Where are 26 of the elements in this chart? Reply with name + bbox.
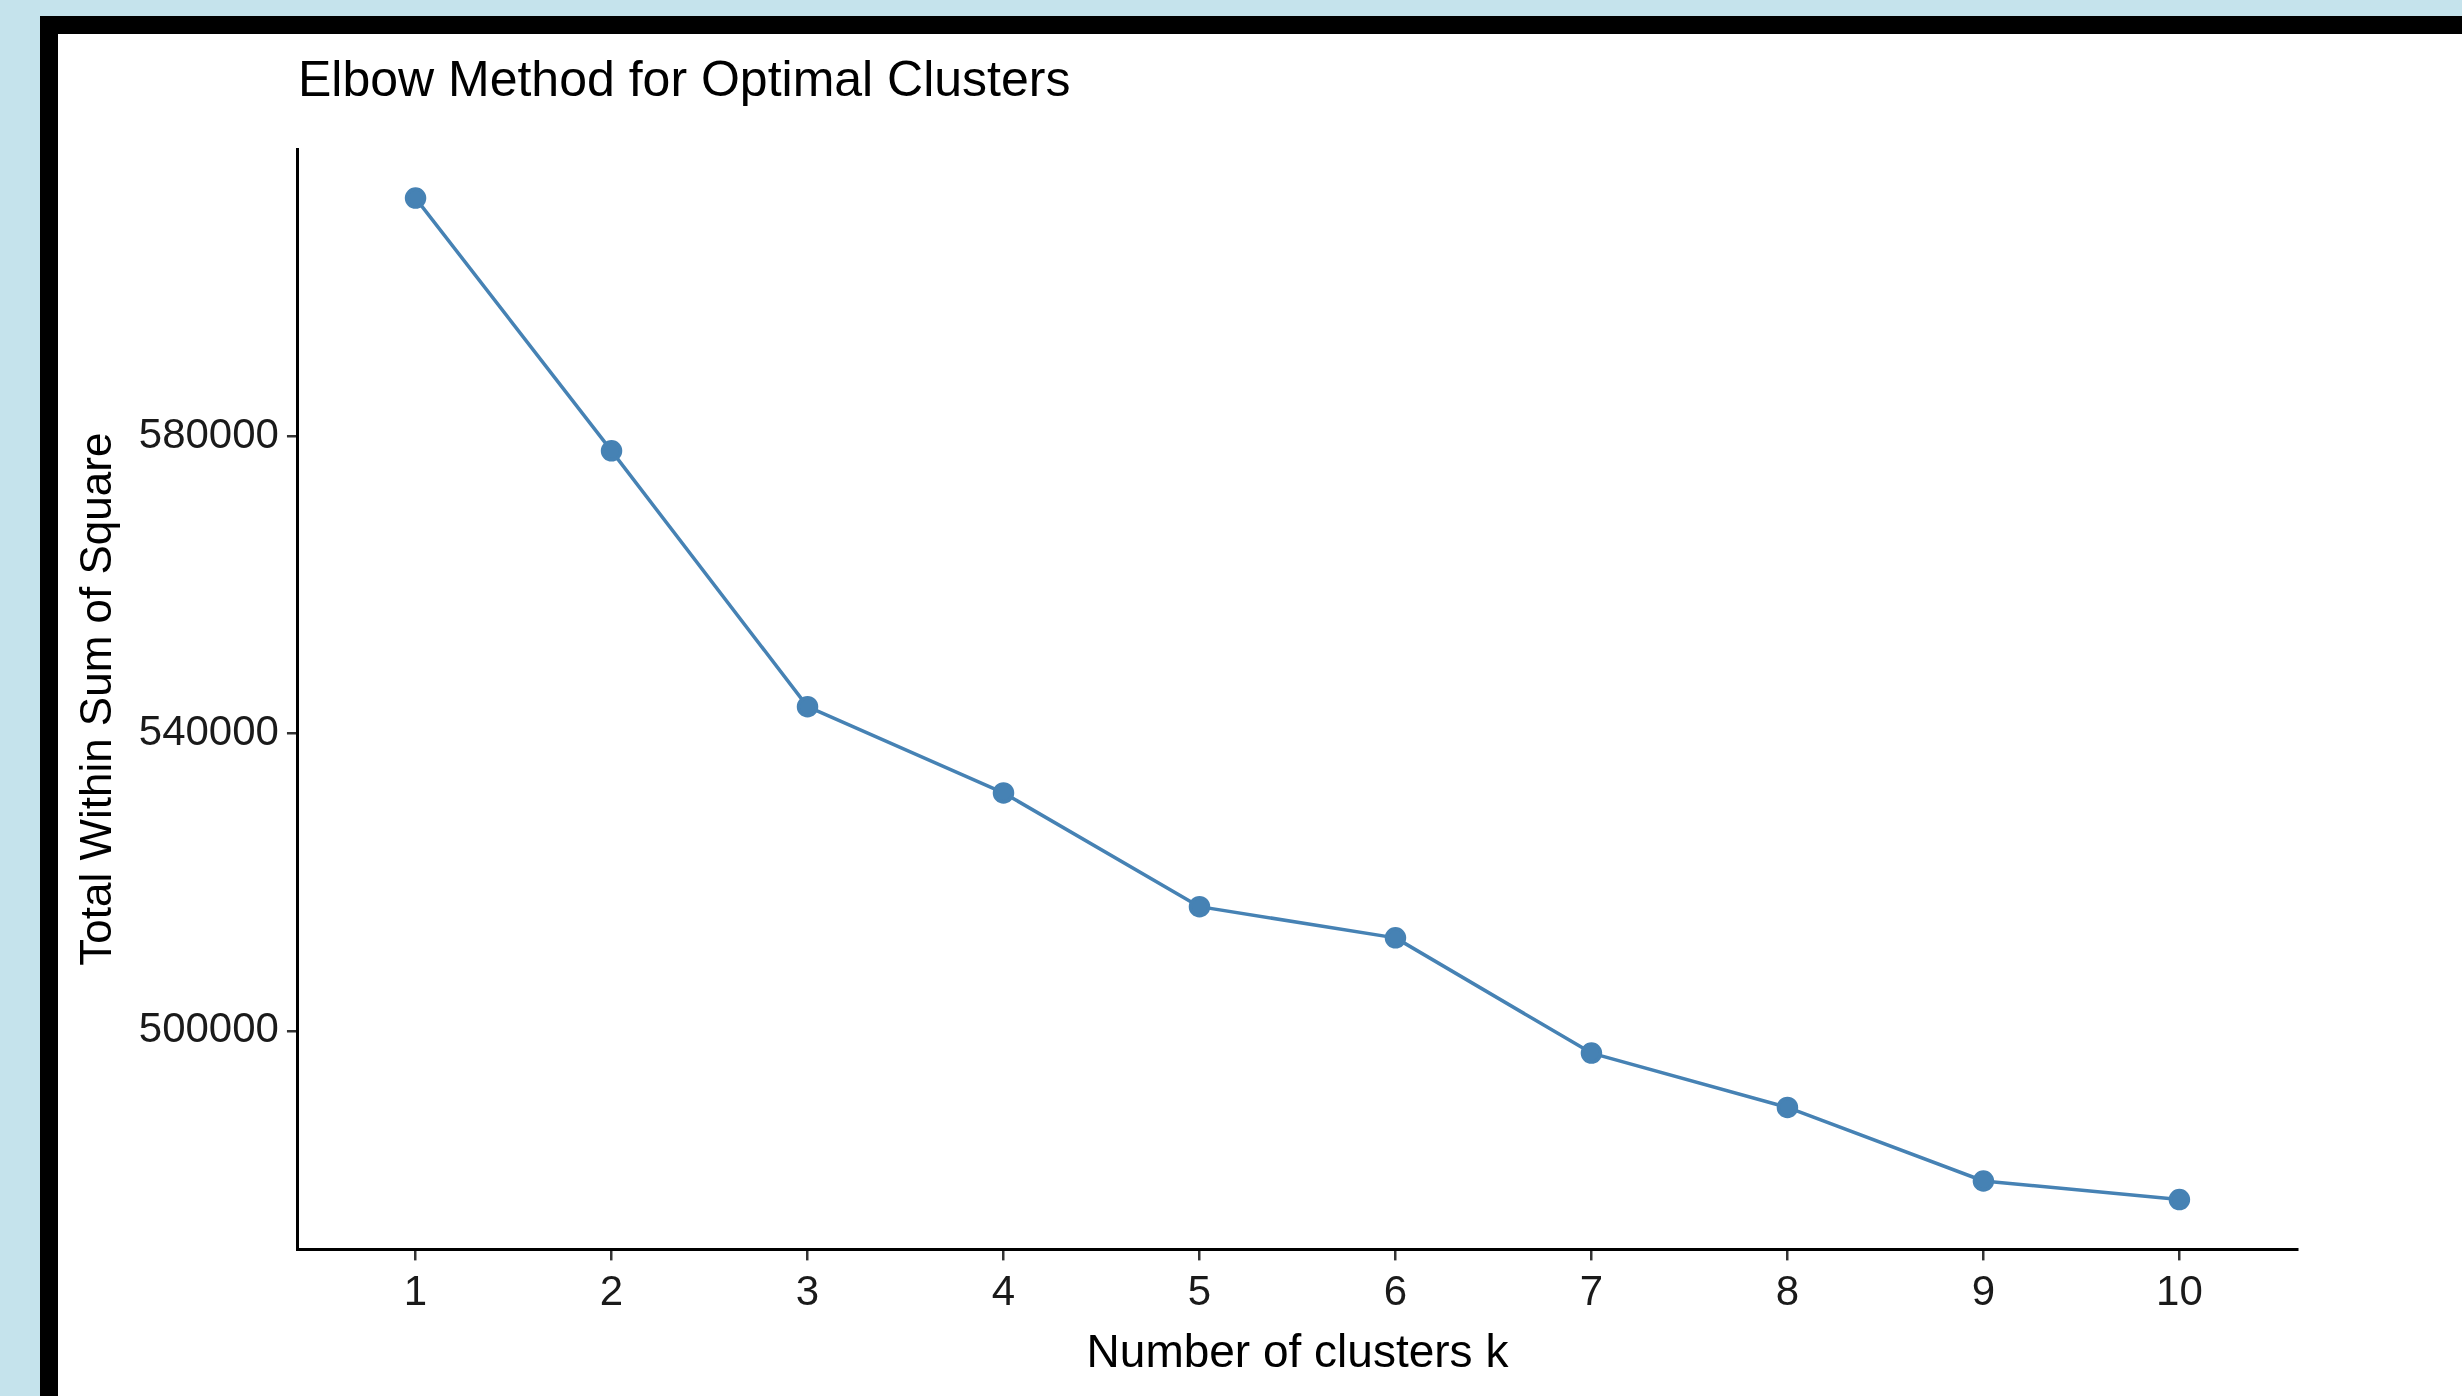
y-tick-label: 540000 (138, 706, 279, 754)
x-tick-label: 3 (795, 1267, 820, 1315)
x-tick-label: 6 (1383, 1267, 1408, 1315)
x-tick-label: 4 (991, 1267, 1016, 1315)
chart-title: Elbow Method for Optimal Clusters (297, 51, 1071, 107)
x-tick-label: 8 (1775, 1267, 1800, 1315)
point (2168, 1188, 2191, 1211)
x-tick-label: 5 (1187, 1267, 1212, 1315)
x-tick-label: 2 (599, 1267, 624, 1315)
point (992, 782, 1015, 804)
point (1972, 1170, 1995, 1192)
x-tick-label: 1 (403, 1267, 428, 1315)
x-axis-title: Number of clusters k (1086, 1325, 1510, 1378)
y-axis-title: Total Within Sum of Square (70, 432, 120, 966)
point (1776, 1096, 1799, 1119)
point (1188, 895, 1211, 918)
y-tick-label: 500000 (138, 1004, 279, 1052)
x-tick-label: 7 (1579, 1267, 1604, 1315)
y-tick-label: 580000 (138, 409, 279, 457)
point (796, 695, 819, 718)
point (1580, 1042, 1603, 1064)
point (1384, 927, 1407, 949)
x-tick-label: 9 (1971, 1267, 1996, 1315)
point (600, 440, 623, 462)
x-tick-label: 10 (2156, 1267, 2203, 1315)
point (404, 187, 427, 209)
